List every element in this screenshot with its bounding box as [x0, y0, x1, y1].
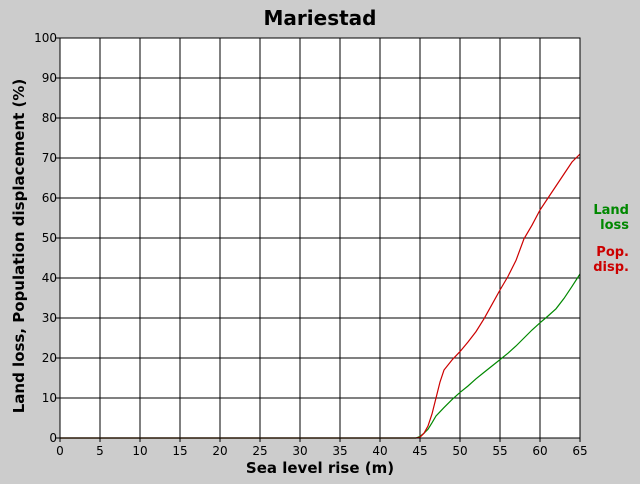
y-tick-label: 60	[42, 191, 57, 205]
legend-label-2: disp.	[593, 260, 629, 275]
x-tick-label: 45	[412, 444, 427, 458]
x-tick-label: 40	[372, 444, 387, 458]
legend-label-1: Land	[593, 203, 629, 218]
y-tick-label: 10	[42, 391, 57, 405]
chart-title: Mariestad	[264, 6, 377, 30]
legend-label-1: loss	[600, 218, 629, 233]
y-tick-label: 40	[42, 271, 57, 285]
x-tick-label: 5	[96, 444, 104, 458]
legend-label-2: Pop.	[596, 245, 629, 260]
x-tick-label: 0	[56, 444, 64, 458]
x-tick-label: 30	[292, 444, 307, 458]
x-tick-label: 65	[572, 444, 587, 458]
series-line-2	[60, 153, 581, 439]
y-axis-label: Land loss, Population displacement (%)	[10, 79, 28, 414]
x-tick-label: 35	[332, 444, 347, 458]
x-tick-label: 15	[172, 444, 187, 458]
x-tick-label: 10	[132, 444, 147, 458]
y-tick-label: 100	[34, 31, 57, 45]
x-tick-label: 50	[452, 444, 467, 458]
y-tick-label: 20	[42, 351, 57, 365]
x-tick-label: 60	[532, 444, 547, 458]
y-tick-label: 50	[42, 231, 57, 245]
series-line-1	[60, 273, 581, 439]
y-tick-label: 90	[42, 71, 57, 85]
x-tick-label: 25	[252, 444, 267, 458]
x-tick-label: 55	[492, 444, 507, 458]
tick-labels: 0 5 10 15 20 25 30 35 40 45 50 55 60 65 0 10 20 30 40 50 60 7…	[34, 31, 588, 458]
series-layer	[60, 153, 581, 439]
y-tick-label: 30	[42, 311, 57, 325]
x-axis-label: Sea level rise (m)	[246, 459, 394, 477]
y-tick-label: 80	[42, 111, 57, 125]
x-tick-label: 20	[212, 444, 227, 458]
y-tick-label: 0	[49, 431, 57, 445]
y-tick-label: 70	[42, 151, 57, 165]
